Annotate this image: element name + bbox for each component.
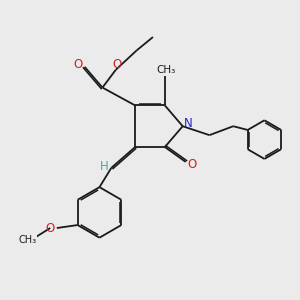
Text: H: H — [100, 160, 108, 173]
Text: O: O — [74, 58, 83, 71]
Text: CH₃: CH₃ — [157, 65, 176, 75]
Text: N: N — [184, 117, 192, 130]
Text: CH₃: CH₃ — [19, 235, 37, 245]
Text: O: O — [113, 58, 122, 71]
Text: O: O — [188, 158, 197, 171]
Text: O: O — [46, 221, 55, 235]
